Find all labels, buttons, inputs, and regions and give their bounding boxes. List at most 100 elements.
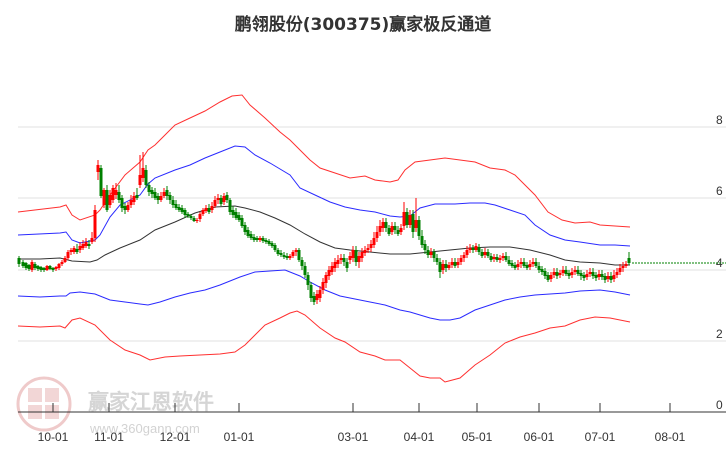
candlestick (582, 272, 586, 281)
candlestick (111, 185, 115, 203)
y-tick-label: 6 (716, 184, 723, 198)
candlestick (201, 208, 205, 216)
candlestick (354, 246, 358, 266)
candlestick (561, 266, 565, 276)
candlestick (318, 286, 322, 302)
candlestick (624, 261, 628, 268)
candlestick (291, 250, 295, 258)
candlestick (180, 205, 184, 214)
y-tick-label: 2 (716, 327, 723, 341)
candlestick (69, 248, 73, 255)
candlestick (495, 254, 499, 262)
candlestick (186, 212, 190, 218)
candlestick (387, 225, 391, 236)
candlestick (594, 272, 598, 281)
candlestick (24, 262, 28, 270)
candlestick (420, 230, 424, 248)
candlestick (444, 260, 448, 272)
candlestick (498, 255, 502, 263)
x-tick-label: 04-01 (404, 430, 435, 444)
candlestick (570, 268, 574, 278)
candlestick (363, 246, 367, 256)
candlestick (519, 258, 523, 268)
candlestick (144, 165, 148, 188)
candlestick (273, 243, 277, 252)
candlestick (90, 232, 94, 244)
candlestick (315, 290, 319, 304)
candlestick (279, 250, 283, 257)
candlestick (234, 208, 238, 220)
candlestick (168, 192, 172, 204)
candlestick (153, 188, 157, 200)
candlestick (438, 258, 442, 278)
candlestick (504, 252, 508, 262)
candlestick (555, 268, 559, 279)
candlestick (336, 255, 340, 268)
upper-outer-band-line (17, 94, 631, 228)
candlestick (609, 272, 613, 283)
candlestick (45, 265, 49, 271)
candlestick (501, 253, 505, 261)
candlestick (21, 260, 25, 268)
candlestick (174, 200, 178, 210)
candlestick (282, 252, 286, 259)
candlestick (459, 255, 463, 265)
candlestick (486, 249, 490, 258)
candlestick (48, 265, 52, 270)
x-tick-label: 10-01 (38, 430, 69, 444)
candlestick (384, 218, 388, 232)
candlestick (267, 239, 271, 246)
x-tick-label: 11-01 (94, 430, 124, 444)
candlestick (33, 262, 37, 270)
candlestick (576, 266, 580, 276)
candlestick (600, 270, 604, 280)
candlestick (30, 260, 34, 272)
candlestick (75, 244, 79, 254)
y-gridlines (18, 126, 726, 342)
candlestick (351, 246, 355, 262)
candlestick (42, 267, 46, 272)
candlestick (573, 266, 577, 275)
candlestick (534, 258, 538, 268)
candlestick (321, 278, 325, 294)
x-tick-label: 03-01 (338, 430, 369, 444)
candlestick (261, 236, 265, 243)
candlestick (360, 248, 364, 262)
candlestick (480, 249, 484, 258)
y-tick-label: 8 (716, 113, 723, 127)
x-tick-label: 12-01 (160, 430, 191, 444)
candlestick (285, 253, 289, 260)
candlestick (399, 224, 403, 235)
candlestick (213, 196, 217, 208)
candlestick (249, 231, 253, 240)
candlestick (348, 252, 352, 264)
candlestick (330, 262, 334, 275)
candlestick (84, 238, 88, 248)
candlestick (57, 263, 61, 270)
candlestick (585, 270, 589, 280)
candlestick (366, 244, 370, 253)
candlestick (462, 252, 466, 262)
candlestick (246, 227, 250, 238)
x-tick-label: 08-01 (655, 430, 686, 444)
candlestick (63, 256, 67, 263)
candlestick (546, 272, 550, 282)
candlestick (492, 254, 496, 262)
candlestick (243, 222, 247, 235)
candlestick (306, 272, 310, 290)
candlestick (513, 262, 517, 270)
candlestick (240, 215, 244, 228)
candlestick (120, 195, 124, 212)
candlestick (96, 160, 100, 180)
candlestick (222, 193, 226, 205)
candlestick (603, 273, 607, 283)
candlestick (225, 192, 229, 203)
candlestick (426, 246, 430, 258)
candlestick (591, 268, 595, 279)
watermark-logo-icon (16, 376, 72, 432)
candlestick (471, 245, 475, 253)
candlestick (627, 252, 631, 265)
candlestick (522, 258, 526, 268)
candlestick (411, 210, 415, 238)
